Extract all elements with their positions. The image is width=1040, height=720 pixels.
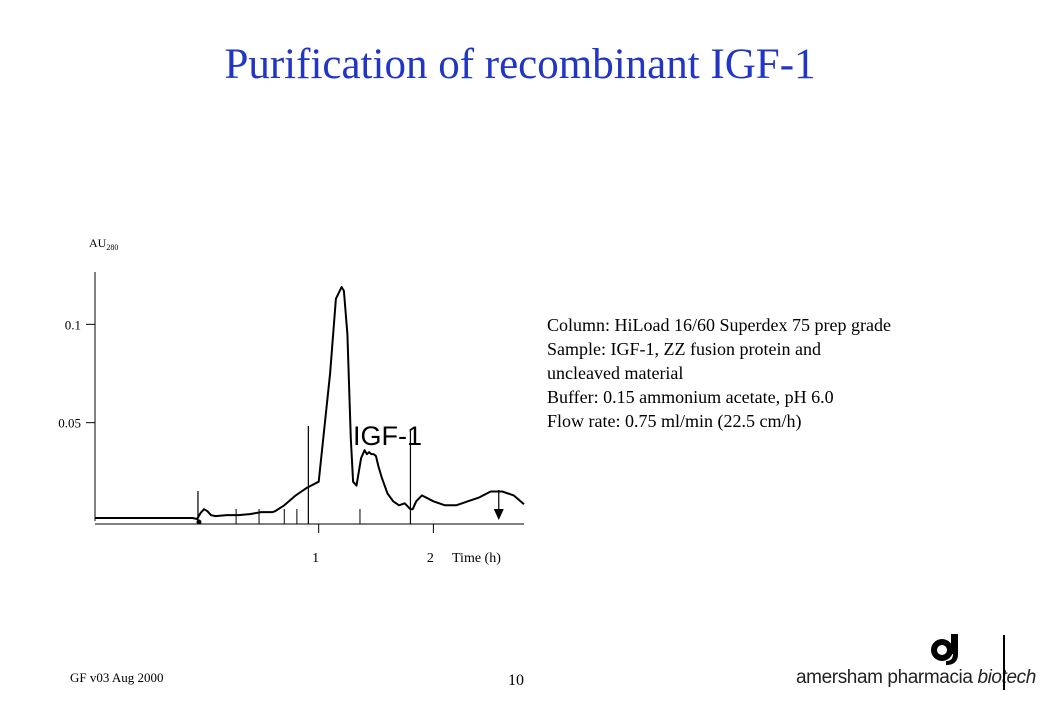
chart-series: [95, 286, 525, 520]
peak-annotation: IGF-1: [353, 421, 422, 451]
logo-brand-suffix: biotech: [977, 667, 1036, 688]
y-tick-label: 0.1: [65, 317, 81, 332]
info-column: Column: HiLoad 16/60 Superdex 75 prep gr…: [547, 315, 891, 335]
x-tick-label: 2: [427, 551, 434, 566]
chart-axes: [86, 272, 524, 533]
chart-labels: 0.1 0.05 1 2 AU280 Time (h) IGF-1: [58, 236, 501, 566]
info-sample-cont: uncleaved material: [547, 363, 684, 383]
logo-brand: amersham pharmacia: [796, 667, 973, 688]
y-axis-label-subscript: 280: [106, 243, 118, 252]
slide-title: Purification of recombinant IGF-1: [224, 41, 816, 88]
method-info: Column: HiLoad 16/60 Superdex 75 prep gr…: [547, 313, 891, 433]
x-tick-label: 1: [312, 551, 319, 566]
info-sample: Sample: IGF-1, ZZ fusion protein and: [547, 339, 821, 359]
company-logo-icon: [931, 634, 958, 665]
injection-dot: [196, 519, 202, 525]
y-axis-label: AU280: [89, 236, 118, 252]
company-logo-text: amersham pharmacia biotech: [796, 667, 1036, 689]
logo-divider: [1003, 635, 1005, 690]
x-axis-label: Time (h): [452, 551, 501, 566]
info-buffer: Buffer: 0.15 ammonium acetate, pH 6.0: [547, 387, 834, 407]
y-tick-label: 0.05: [58, 416, 81, 431]
footer-version: GF v03 Aug 2000: [70, 670, 164, 685]
page-number: 10: [508, 672, 524, 689]
end-arrow-head: [493, 509, 504, 520]
chromatogram-line: [95, 286, 525, 520]
info-flow-rate: Flow rate: 0.75 ml/min (22.5 cm/h): [547, 411, 802, 431]
